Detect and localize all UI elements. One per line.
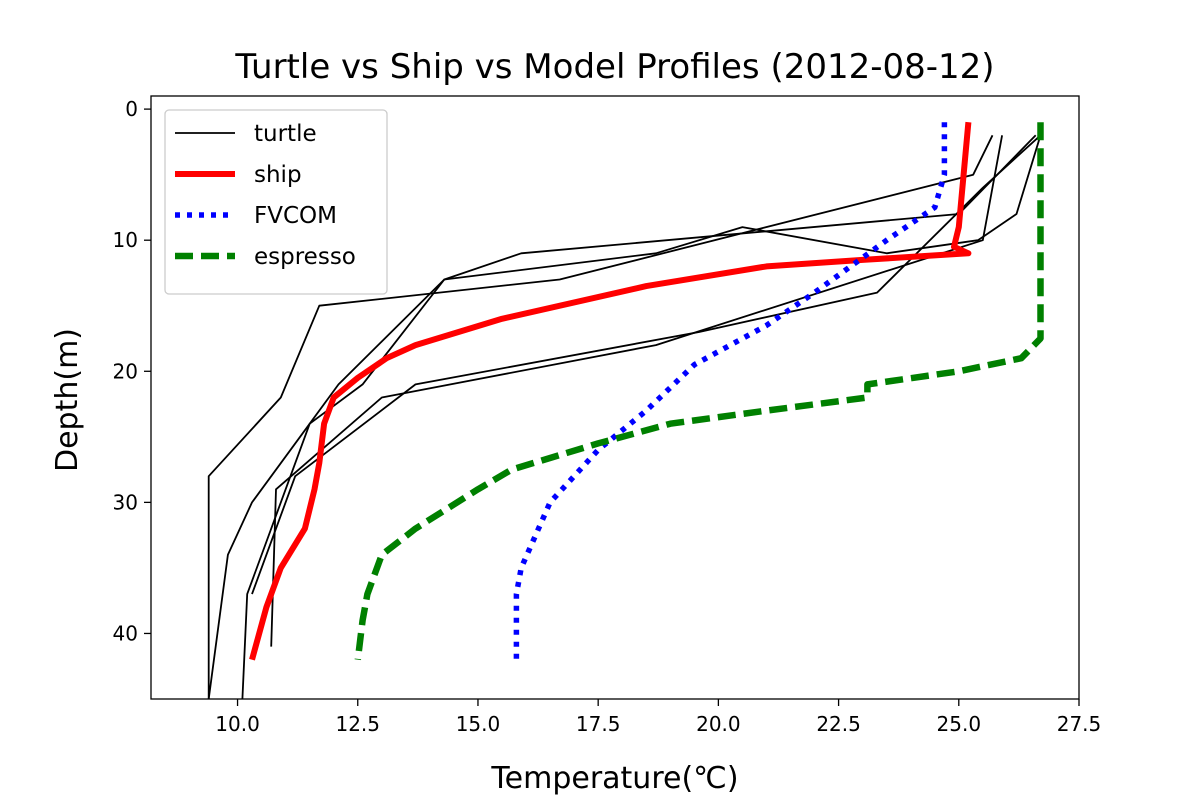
x-tick-label: 25.0 (937, 712, 982, 736)
chart-title: Turtle vs Ship vs Model Profiles (2012-0… (234, 47, 994, 87)
series-line-turtle-0 (207, 134, 994, 699)
legend-label-fvcom: FVCOM (254, 203, 337, 229)
x-tick-label: 10.0 (215, 712, 260, 736)
series-line-espresso-7 (354, 122, 1044, 661)
series-line-turtle-2 (241, 134, 1037, 699)
legend: turtle ship FVCOM espresso (164, 109, 388, 295)
x-tick-label: 17.5 (576, 712, 621, 736)
x-tick-label: 15.0 (456, 712, 501, 736)
legend-box (164, 109, 388, 295)
y-tick-label: 0 (125, 97, 138, 121)
x-tick-label: 12.5 (335, 712, 380, 736)
x-tick-label: 27.5 (1057, 712, 1102, 736)
series-line-turtle-4 (251, 134, 1042, 595)
y-tick-label: 30 (113, 490, 138, 514)
ticks-layer: 10.0 12.5 15.0 17.5 20.0 22.5 25.0 27.5 0 10 20 30 4… (113, 97, 1102, 736)
x-axis-title: Temperature(℃) (490, 761, 738, 796)
series-line-turtle-3 (207, 135, 1042, 699)
series-line-ship-5 (249, 121, 972, 661)
series-line-fvcom-6 (513, 122, 948, 660)
y-tick-label: 10 (113, 228, 138, 252)
x-tick-label: 20.0 (696, 712, 741, 736)
plot-frame (150, 95, 1080, 700)
series-layer (207, 121, 1044, 699)
y-axis-title: Depth(m) (50, 328, 85, 472)
legend-label-ship: ship (254, 162, 302, 188)
y-tick-label: 20 (113, 359, 138, 383)
legend-label-espresso: espresso (254, 244, 356, 270)
y-tick-label: 40 (113, 621, 138, 645)
x-tick-label: 22.5 (816, 712, 861, 736)
legend-label-turtle: turtle (254, 121, 317, 147)
